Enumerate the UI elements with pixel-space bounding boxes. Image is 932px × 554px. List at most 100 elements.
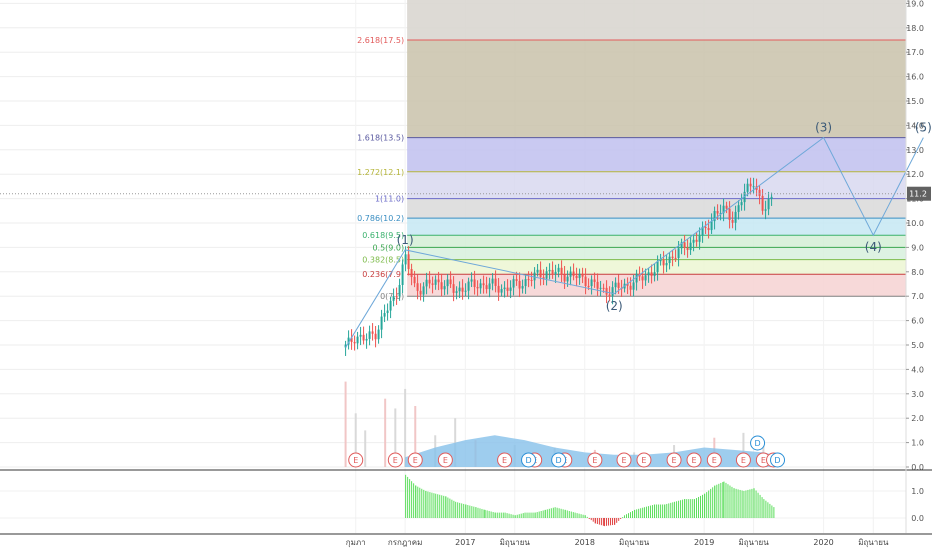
candle-body [548, 269, 551, 272]
osc-bar [757, 492, 759, 518]
osc-bar [524, 512, 526, 518]
osc-bar [645, 506, 647, 518]
candle-body [671, 256, 674, 258]
osc-bar [716, 484, 718, 518]
osc-bar [496, 512, 498, 518]
osc-bar [602, 518, 604, 526]
event-markers[interactable]: EEEEEEEEEEEEEEEEDDDD [348, 435, 786, 468]
candle-body [722, 205, 725, 214]
candle-body [731, 219, 734, 223]
earnings-marker-label: E [741, 456, 746, 465]
candle-body [635, 273, 638, 283]
osc-bar [722, 482, 724, 518]
osc-bar [574, 512, 576, 518]
osc-bar [773, 507, 775, 518]
earnings-marker-circle [706, 452, 722, 468]
osc-bar [694, 499, 696, 518]
volume-bar [354, 413, 357, 467]
candle-body [476, 286, 479, 289]
oscillator-pane [0, 474, 906, 527]
osc-bar [670, 502, 672, 518]
osc-bar [588, 518, 590, 519]
earnings-marker-label: E [672, 456, 677, 465]
candle-body [389, 300, 392, 311]
y-tick-label: 16.0 [906, 73, 924, 82]
candle-body [650, 272, 653, 276]
candle-body [695, 239, 698, 242]
osc-bar [475, 507, 477, 518]
osc-bar [610, 518, 612, 526]
candle-body [521, 286, 524, 289]
osc-bar [690, 499, 692, 518]
candle-body [542, 277, 545, 279]
osc-bar [763, 499, 765, 518]
elliott-wave-line [345, 136, 924, 348]
fib-zone-1.272 [407, 137, 906, 172]
candle-body [431, 283, 434, 285]
osc-bar [606, 518, 608, 526]
osc-bar [632, 511, 634, 518]
osc-bar [622, 517, 624, 519]
osc-bar [417, 486, 419, 518]
earnings-marker-label: E [621, 456, 626, 465]
fib-zone-0.786 [407, 198, 906, 219]
elliott-wave[interactable]: (1) (2) (3) (4) (5) [345, 121, 932, 348]
earnings-marker: E [587, 452, 603, 468]
osc-bar [688, 499, 690, 518]
osc-bar [411, 481, 413, 518]
osc-bar [747, 489, 749, 518]
osc-bar [578, 513, 580, 518]
osc-bar [664, 504, 666, 518]
candle-body [563, 274, 566, 282]
candle-body [458, 287, 461, 292]
y-tick-label: 10.0 [906, 219, 924, 228]
osc-bar [564, 509, 566, 518]
osc-bar [727, 484, 729, 518]
candle-body [689, 242, 692, 250]
earnings-marker-circle [348, 452, 364, 468]
earnings-marker-label: E [393, 456, 398, 465]
osc-bar [656, 504, 658, 518]
candle-body [749, 183, 752, 187]
osc-bar [471, 506, 473, 518]
y-tick-label: 0.0 [911, 463, 924, 472]
y-tick-label: 2.0 [911, 414, 924, 423]
candle-body [473, 279, 476, 287]
y-tick-label: 18.0 [906, 24, 924, 33]
elliott-wave-label-1: (1) [397, 233, 414, 247]
osc-bar [586, 516, 588, 518]
osc-bar [638, 508, 640, 518]
candle-body [611, 287, 614, 297]
osc-bar [733, 488, 735, 518]
candle-body [656, 261, 659, 273]
osc-bar [433, 493, 435, 518]
fib-zone-top [407, 0, 906, 40]
dividend-marker-label: D [556, 456, 562, 465]
earnings-marker: E [706, 452, 722, 468]
candle-body [614, 282, 617, 288]
dividend-marker-circle [750, 435, 766, 451]
elliott-wave-label-5: (5) [915, 121, 932, 135]
fib-zone-0 [407, 274, 906, 297]
osc-bar [548, 508, 550, 518]
dividend-marker-label: D [525, 456, 531, 465]
elliott-wave-label-2: (2) [606, 299, 623, 313]
osc-bar [624, 515, 626, 518]
osc-bar [405, 474, 407, 518]
earnings-marker: E [437, 452, 453, 468]
osc-bar [473, 506, 475, 518]
osc-bar [696, 498, 698, 518]
osc-bar [546, 509, 548, 518]
volume-bar [364, 430, 367, 467]
volume-bar [414, 406, 417, 467]
candle-body [410, 269, 413, 277]
y-tick-label: 17.0 [906, 48, 924, 57]
osc-bar [536, 512, 538, 518]
fibonacci-retracement[interactable]: 0(7.0) 0.236(7.9) 0.382(8.5) 0.5(9.0) 0.618(… [357, 0, 906, 301]
candle-body [533, 272, 536, 281]
osc-bar [608, 518, 610, 526]
candle-body [404, 254, 407, 265]
volume-bar [742, 432, 745, 467]
fib-zone-0.236 [407, 259, 906, 275]
